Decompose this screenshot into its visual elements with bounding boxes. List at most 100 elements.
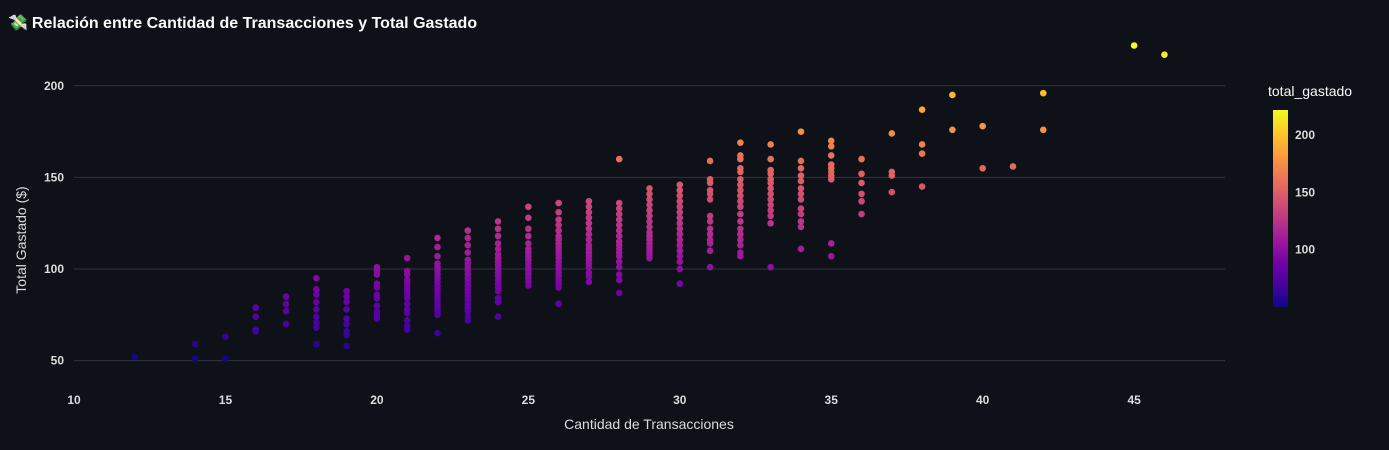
data-point — [706, 230, 714, 238]
x-tick-label: 10 — [67, 393, 81, 407]
data-point — [434, 234, 441, 242]
data-point — [373, 307, 381, 315]
data-point — [252, 313, 260, 320]
data-point — [827, 142, 835, 150]
data-point — [646, 196, 653, 203]
data-point — [706, 212, 714, 220]
data-point — [767, 212, 774, 220]
data-point — [858, 179, 865, 187]
colorbar-tick-label: 200 — [1295, 128, 1315, 142]
y-tick-label: 50 — [51, 354, 65, 368]
data-point — [676, 225, 684, 233]
data-point — [585, 278, 593, 286]
data-point — [858, 170, 865, 178]
data-point — [858, 190, 865, 198]
data-point — [706, 247, 714, 255]
data-point — [403, 254, 411, 262]
data-point — [615, 199, 623, 207]
data-point — [313, 306, 320, 313]
data-point — [737, 218, 744, 225]
data-point — [464, 234, 472, 242]
data-point — [676, 265, 684, 273]
data-point — [615, 263, 623, 271]
chart-title-text: Relación entre Cantidad de Transacciones… — [31, 15, 478, 32]
data-point — [827, 152, 835, 159]
data-point — [555, 216, 562, 223]
data-point — [646, 207, 653, 214]
data-point — [615, 155, 623, 163]
data-point — [585, 269, 593, 277]
data-point — [706, 196, 714, 203]
data-point — [646, 201, 653, 209]
data-point — [797, 205, 805, 212]
data-point — [706, 157, 714, 165]
data-point — [767, 190, 774, 198]
data-point — [494, 251, 502, 258]
data-point — [615, 271, 623, 278]
data-point — [222, 333, 229, 341]
data-point — [706, 225, 714, 233]
grid-lines — [74, 85, 1225, 362]
x-tick-label: 40 — [976, 393, 990, 407]
data-point — [615, 210, 623, 218]
data-point — [615, 238, 623, 245]
data-point — [827, 240, 835, 247]
data-point — [918, 150, 926, 157]
data-point — [767, 263, 774, 271]
y-axis-title: Total Gastado ($) — [13, 186, 29, 293]
data-point — [737, 249, 744, 256]
data-point — [282, 320, 290, 328]
data-point — [585, 208, 593, 216]
data-point — [585, 236, 593, 244]
x-tick-label: 45 — [1127, 393, 1141, 407]
data-point — [525, 232, 532, 240]
data-point — [494, 232, 502, 240]
data-point — [313, 274, 320, 282]
data-point — [797, 128, 805, 135]
data-point — [282, 293, 290, 300]
data-point — [646, 218, 653, 225]
data-point — [676, 252, 684, 260]
data-point — [676, 197, 684, 205]
data-point — [464, 249, 472, 256]
data-point — [343, 293, 350, 300]
data-point — [767, 185, 774, 192]
data-point — [373, 280, 381, 288]
data-point — [737, 236, 744, 244]
data-point — [737, 192, 744, 200]
data-point — [313, 298, 320, 306]
data-point — [494, 245, 502, 253]
data-point — [676, 192, 684, 200]
data-point — [737, 210, 744, 218]
y-tick-label: 150 — [44, 170, 64, 184]
data-point — [646, 223, 653, 231]
data-point — [737, 186, 744, 194]
data-point — [949, 91, 956, 99]
data-point — [706, 263, 714, 271]
y-tick-label: 200 — [44, 79, 64, 93]
data-point — [858, 210, 865, 218]
data-point — [313, 291, 320, 299]
data-point — [282, 307, 290, 315]
data-point — [767, 141, 774, 148]
data-point — [525, 214, 532, 222]
data-point — [585, 214, 593, 222]
data-point — [615, 232, 623, 240]
data-point — [827, 161, 835, 168]
data-point — [767, 219, 774, 227]
data-point — [737, 139, 744, 146]
data-point — [343, 306, 350, 313]
data-point — [615, 227, 623, 234]
data-point — [464, 313, 472, 320]
data-point — [615, 289, 623, 297]
data-point — [676, 280, 684, 288]
data-point — [676, 214, 684, 222]
x-axis: 10 15 20 25 30 35 40 45 — [67, 393, 1141, 407]
data-point — [918, 106, 926, 113]
data-point — [797, 157, 805, 165]
data-point — [767, 155, 774, 163]
data-point — [827, 252, 835, 260]
data-point — [222, 355, 229, 363]
data-point — [313, 313, 320, 320]
